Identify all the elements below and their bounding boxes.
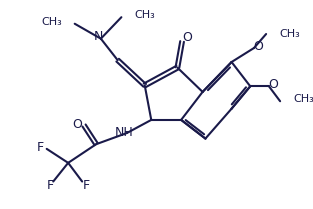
Text: F: F	[37, 141, 44, 154]
Text: N: N	[93, 30, 103, 43]
Text: NH: NH	[115, 126, 134, 139]
Text: O: O	[73, 118, 82, 131]
Text: F: F	[47, 179, 54, 192]
Text: O: O	[182, 31, 192, 44]
Text: CH₃: CH₃	[293, 94, 313, 104]
Text: CH₃: CH₃	[41, 17, 62, 27]
Text: O: O	[253, 40, 263, 53]
Text: F: F	[82, 179, 90, 192]
Text: CH₃: CH₃	[135, 10, 155, 20]
Text: CH₃: CH₃	[279, 29, 300, 39]
Text: O: O	[269, 78, 279, 91]
